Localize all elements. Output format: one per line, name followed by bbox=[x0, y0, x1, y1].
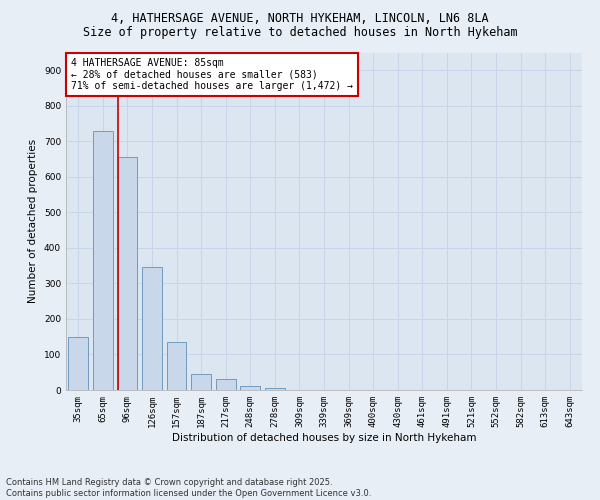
Y-axis label: Number of detached properties: Number of detached properties bbox=[28, 139, 38, 304]
Bar bbox=[142, 268, 162, 390]
Text: 4 HATHERSAGE AVENUE: 85sqm
← 28% of detached houses are smaller (583)
71% of sem: 4 HATHERSAGE AVENUE: 85sqm ← 28% of deta… bbox=[71, 58, 353, 91]
Bar bbox=[265, 388, 284, 390]
Bar bbox=[241, 386, 260, 390]
Bar bbox=[191, 374, 211, 390]
Bar bbox=[93, 130, 113, 390]
Bar bbox=[118, 158, 137, 390]
Bar bbox=[68, 336, 88, 390]
Text: Contains HM Land Registry data © Crown copyright and database right 2025.
Contai: Contains HM Land Registry data © Crown c… bbox=[6, 478, 371, 498]
Text: Size of property relative to detached houses in North Hykeham: Size of property relative to detached ho… bbox=[83, 26, 517, 39]
X-axis label: Distribution of detached houses by size in North Hykeham: Distribution of detached houses by size … bbox=[172, 432, 476, 442]
Bar bbox=[167, 342, 187, 390]
Text: 4, HATHERSAGE AVENUE, NORTH HYKEHAM, LINCOLN, LN6 8LA: 4, HATHERSAGE AVENUE, NORTH HYKEHAM, LIN… bbox=[111, 12, 489, 26]
Bar bbox=[216, 380, 236, 390]
